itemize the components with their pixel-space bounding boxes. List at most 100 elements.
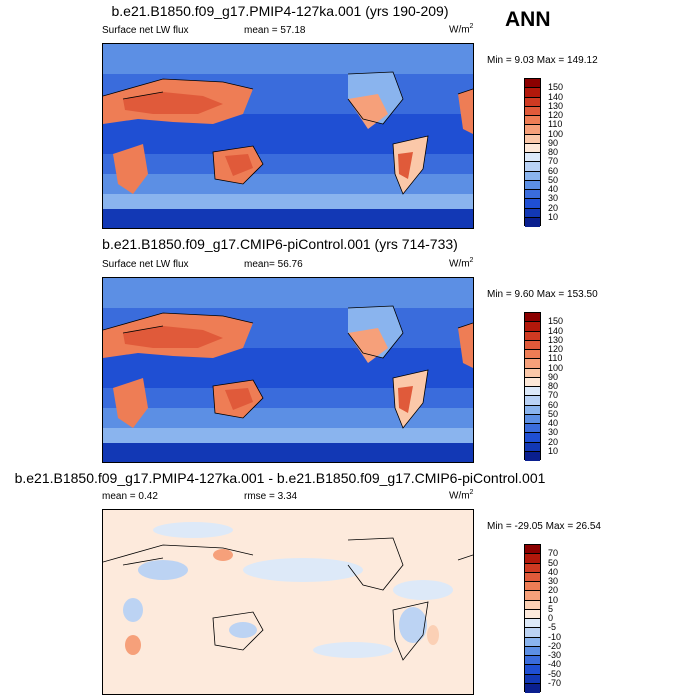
colorbar-tick-label: 110 <box>548 119 563 130</box>
colorbar-tick-label: 50 <box>548 557 559 568</box>
colorbar-swatch <box>525 97 540 107</box>
colorbar-tick-label: 70 <box>548 390 559 401</box>
colorbar-tick-label: 30 <box>548 427 559 438</box>
panel-3-title: b.e21.B1850.f09_g17.PMIP4-127ka.001 - b.… <box>14 470 546 486</box>
colorbar-tick-label: 30 <box>548 576 559 586</box>
colorbar-tick-label: 10 <box>548 211 559 222</box>
colorbar-swatch <box>525 368 540 378</box>
colorbar-swatch <box>525 646 540 656</box>
colorbar-swatch <box>525 572 540 582</box>
panel-1-map <box>102 43 474 229</box>
panel-2-min-max: Min = 9.60 Max = 153.50 <box>487 289 598 300</box>
colorbar-swatch <box>525 387 540 397</box>
panel-1-min-max: Min = 9.03 Max = 149.12 <box>487 55 598 66</box>
panel-3-units: W/m2 <box>449 489 474 502</box>
colorbar-swatch <box>525 125 540 135</box>
panel-1-variable-label: Surface net LW flux <box>102 25 189 36</box>
colorbar-tick-label: 70 <box>548 156 559 167</box>
colorbar-tick-label: 50 <box>548 174 559 185</box>
panel-3-rmse-label: rmse = 3.34 <box>244 491 298 502</box>
panel-2-units: W/m2 <box>449 257 474 270</box>
colorbar-tick-label: 90 <box>548 371 559 382</box>
colorbar-swatch <box>525 591 540 601</box>
colorbar-swatch <box>525 396 540 406</box>
colorbar-tick-label: 100 <box>548 362 564 373</box>
colorbar-tick-label: 120 <box>548 344 564 354</box>
colorbar-swatch <box>525 171 540 181</box>
panel-3-mean-label: mean = 0.42 <box>102 491 158 502</box>
colorbar-swatch <box>525 424 540 434</box>
colorbar-tick-label: 60 <box>548 399 559 410</box>
colorbar-swatch <box>525 619 540 629</box>
colorbar-tick-label: -40 <box>548 659 562 670</box>
colorbar-swatch <box>525 162 540 172</box>
colorbar-swatch <box>525 600 540 610</box>
colorbar-tick-label: 140 <box>548 91 564 102</box>
colorbar-swatch <box>525 199 540 209</box>
colorbar-swatch <box>525 405 540 415</box>
panel-2-colorbar <box>524 312 541 461</box>
colorbar-tick-label: 50 <box>548 408 559 419</box>
colorbar-tick-label: 30 <box>548 193 559 204</box>
colorbar-swatch <box>525 190 540 200</box>
colorbar-swatch <box>525 674 540 684</box>
colorbar-swatch <box>525 331 540 341</box>
panel-1-mean-label: mean = 57.18 <box>244 25 306 36</box>
colorbar-tick-label: -5 <box>548 622 557 633</box>
panel-1-units: W/m2 <box>449 23 474 36</box>
colorbar-tick-label: 5 <box>548 603 554 614</box>
colorbar-swatch <box>525 451 540 461</box>
colorbar-swatch <box>525 340 540 350</box>
colorbar-swatch <box>525 414 540 424</box>
colorbar-tick-label: 80 <box>548 381 559 391</box>
colorbar-tick-label: -20 <box>548 640 562 651</box>
colorbar-swatch <box>525 609 540 619</box>
panel-2-mean-label: mean= 56.76 <box>244 259 303 270</box>
colorbar-swatch <box>525 180 540 190</box>
panel-3-colorbar <box>524 544 541 693</box>
colorbar-tick-label: -10 <box>548 631 562 642</box>
colorbar-tick-label: 140 <box>548 325 564 336</box>
colorbar-swatch <box>525 208 540 218</box>
colorbar-swatch <box>525 359 540 369</box>
colorbar-swatch <box>525 628 540 638</box>
colorbar-tick-label: 20 <box>548 202 559 213</box>
colorbar-tick-label: 100 <box>548 128 564 139</box>
colorbar-swatch <box>525 79 540 89</box>
colorbar-swatch <box>525 88 540 98</box>
colorbar-swatch <box>525 656 540 666</box>
colorbar-swatch <box>525 683 540 693</box>
colorbar-swatch <box>525 153 540 163</box>
colorbar-tick-label: 110 <box>548 353 563 364</box>
colorbar-swatch <box>525 106 540 116</box>
colorbar-swatch <box>525 582 540 592</box>
panel-3-map <box>102 509 474 695</box>
colorbar-swatch <box>525 433 540 443</box>
panel-1-colorbar <box>524 78 541 227</box>
colorbar-tick-label: -70 <box>548 677 562 688</box>
colorbar-tick-label: 60 <box>548 165 559 176</box>
colorbar-tick-label: 20 <box>548 585 559 596</box>
colorbar-tick-label: 10 <box>548 445 559 456</box>
panel-2-variable-label: Surface net LW flux <box>102 259 189 270</box>
colorbar-tick-label: 70 <box>548 548 559 559</box>
panel-3-min-max: Min = -29.05 Max = 26.54 <box>487 521 601 532</box>
colorbar-tick-label: -30 <box>548 650 562 660</box>
colorbar-swatch <box>525 313 540 323</box>
colorbar-tick-label: 90 <box>548 137 559 148</box>
colorbar-swatch <box>525 545 540 555</box>
colorbar-tick-label: 0 <box>548 613 554 623</box>
colorbar-tick-label: 40 <box>548 566 559 577</box>
season-label: ANN <box>505 8 551 31</box>
colorbar-swatch <box>525 143 540 153</box>
colorbar-swatch <box>525 350 540 360</box>
colorbar-tick-label: 10 <box>548 594 559 605</box>
panel-2-title: b.e21.B1850.f09_g17.CMIP6-piControl.001 … <box>102 236 458 252</box>
colorbar-tick-label: 150 <box>548 82 564 93</box>
colorbar-tick-label: 120 <box>548 110 564 120</box>
colorbar-swatch <box>525 554 540 564</box>
panel-1-title: b.e21.B1850.f09_g17.PMIP4-127ka.001 (yrs… <box>111 3 449 19</box>
colorbar-tick-label: 150 <box>548 316 564 327</box>
colorbar-tick-label: -50 <box>548 668 562 679</box>
colorbar-tick-label: 20 <box>548 436 559 447</box>
